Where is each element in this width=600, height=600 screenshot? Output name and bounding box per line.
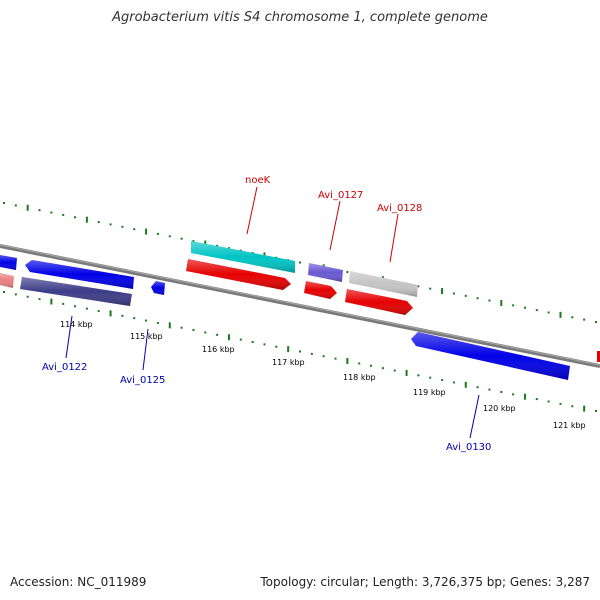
tick-label-117: 117 kbp [272,358,305,367]
gene-label-avi0125[interactable]: Avi_0125 [120,375,165,386]
accession-text: Accession: NC_011989 [10,575,147,589]
leader-avi0130 [469,394,480,439]
leader-noek [246,186,258,235]
gene-edge-red[interactable] [597,351,600,362]
label-leaders [65,186,480,439]
genome-backbone [0,244,600,368]
leader-avi0122 [65,315,73,359]
leader-avi0127 [329,200,341,251]
tick-label-118: 118 kbp [343,373,376,382]
leader-avi0125 [142,328,149,371]
tick-label-119: 119 kbp [413,388,446,397]
tick-labels: 114 kbp 115 kbp 116 kbp 117 kbp 118 kbp … [60,320,586,430]
gene-label-avi0127[interactable]: Avi_0127 [318,190,363,201]
tick-label-120: 120 kbp [483,404,516,413]
reverse-scale-ring [3,291,597,412]
tick-label-114: 114 kbp [60,320,93,329]
gene-label-avi0122[interactable]: Avi_0122 [42,362,87,373]
map-title: Agrobacterium vitis S4 chromosome 1, com… [112,10,488,25]
gene-labels: noeK Avi_0127 Avi_0128 Avi_0122 Avi_0125… [42,175,491,453]
forward-genes [186,241,600,362]
leader-avi0128 [389,213,399,263]
tick-label-121: 121 kbp [553,421,586,430]
gene-label-avi0130[interactable]: Avi_0130 [446,442,491,453]
tick-label-116: 116 kbp [202,345,235,354]
gene-label-avi0128[interactable]: Avi_0128 [377,203,422,214]
reverse-genes [0,255,570,380]
forward-scale-ring [3,202,597,323]
tick-label-115: 115 kbp [130,332,163,341]
gene-label-noek[interactable]: noeK [245,175,271,186]
genome-summary-text: Topology: circular; Length: 3,726,375 bp… [260,575,590,589]
genome-backbone-highlight [0,244,600,366]
